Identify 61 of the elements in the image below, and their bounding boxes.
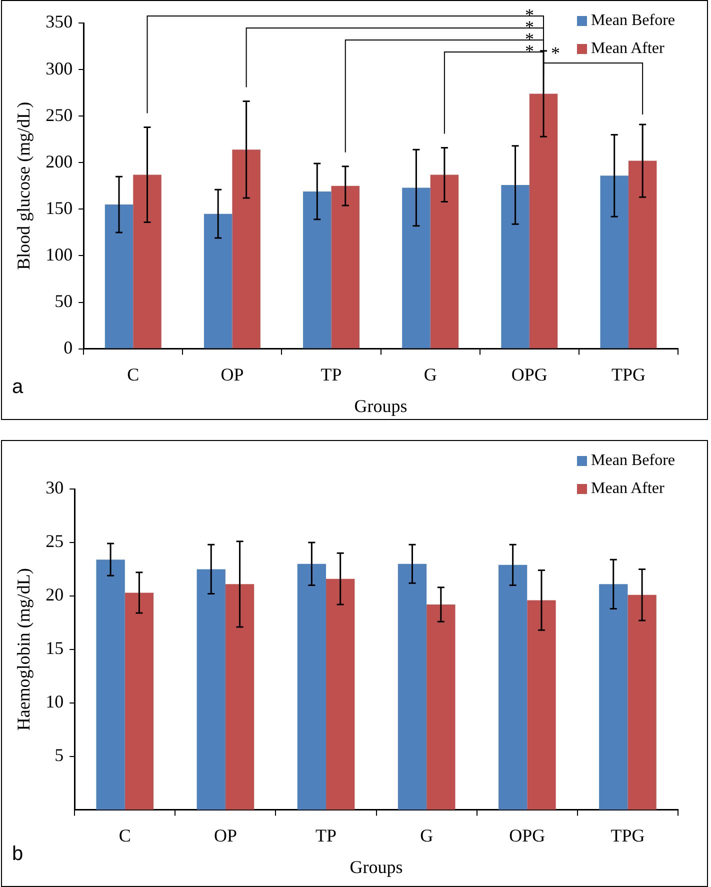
text: a xyxy=(12,376,24,399)
x-tick-label: TPG xyxy=(610,825,645,846)
bar xyxy=(133,174,162,348)
y-tick-label: 0 xyxy=(64,338,73,358)
legend-label: Mean After xyxy=(591,479,664,499)
x-tick-label: C xyxy=(118,825,131,846)
bar xyxy=(204,214,232,348)
bar xyxy=(426,604,456,810)
bar xyxy=(398,564,427,810)
bar xyxy=(628,160,657,348)
bar xyxy=(529,94,558,348)
y-tick-label: 15 xyxy=(46,638,64,658)
y-tick-label: 200 xyxy=(46,151,73,172)
bar xyxy=(628,594,656,810)
y-tick-label: 50 xyxy=(54,290,73,311)
x-tick-label: G xyxy=(420,825,434,846)
annotation: * xyxy=(551,43,560,63)
x-tick-label: OP xyxy=(220,364,244,384)
bar xyxy=(331,186,360,348)
legend-label: Mean Before xyxy=(591,451,675,471)
bar xyxy=(196,569,226,810)
x-tick-label: TPG xyxy=(611,364,646,384)
x-axis-title: Groups xyxy=(350,856,403,877)
text: b xyxy=(12,843,24,866)
bar xyxy=(232,150,260,348)
x-axis-title: Groups xyxy=(354,396,408,416)
y-tick-label: 5 xyxy=(54,745,64,766)
bar xyxy=(600,176,628,348)
legend-label: Mean After xyxy=(591,39,664,59)
bar xyxy=(225,584,254,810)
bar xyxy=(96,560,125,810)
x-tick-label: G xyxy=(424,364,437,384)
bar xyxy=(498,564,528,810)
bar xyxy=(104,204,134,348)
bar xyxy=(527,600,556,810)
x-tick-label: TP xyxy=(320,364,342,384)
bar xyxy=(297,564,326,810)
y-tick-label: 350 xyxy=(46,12,73,32)
legend-label: Mean Before xyxy=(591,11,675,31)
y-axis-title: Blood glucose (mg/dL) xyxy=(14,102,34,270)
x-tick-label: OP xyxy=(214,825,237,846)
x-tick-label: C xyxy=(127,364,140,384)
y-tick-label: 150 xyxy=(46,198,73,218)
y-tick-label: 250 xyxy=(46,104,73,125)
y-tick-label: 20 xyxy=(46,584,64,605)
bar xyxy=(303,191,332,348)
bar xyxy=(402,188,430,348)
y-tick-label: 10 xyxy=(46,692,64,712)
y-tick-label: 25 xyxy=(46,531,64,552)
bar xyxy=(430,174,459,348)
x-tick-label: OPG xyxy=(509,825,546,846)
y-tick-label: 300 xyxy=(46,58,73,78)
bar xyxy=(599,584,628,810)
bar xyxy=(124,592,154,810)
y-tick-label: 100 xyxy=(46,244,73,264)
x-tick-label: OPG xyxy=(511,364,548,384)
bar xyxy=(501,184,530,348)
x-tick-label: TP xyxy=(316,825,337,846)
y-axis-title: Haemoglobin (mg/dL) xyxy=(14,568,34,731)
bar xyxy=(326,578,355,810)
y-tick-label: 30 xyxy=(46,478,64,498)
